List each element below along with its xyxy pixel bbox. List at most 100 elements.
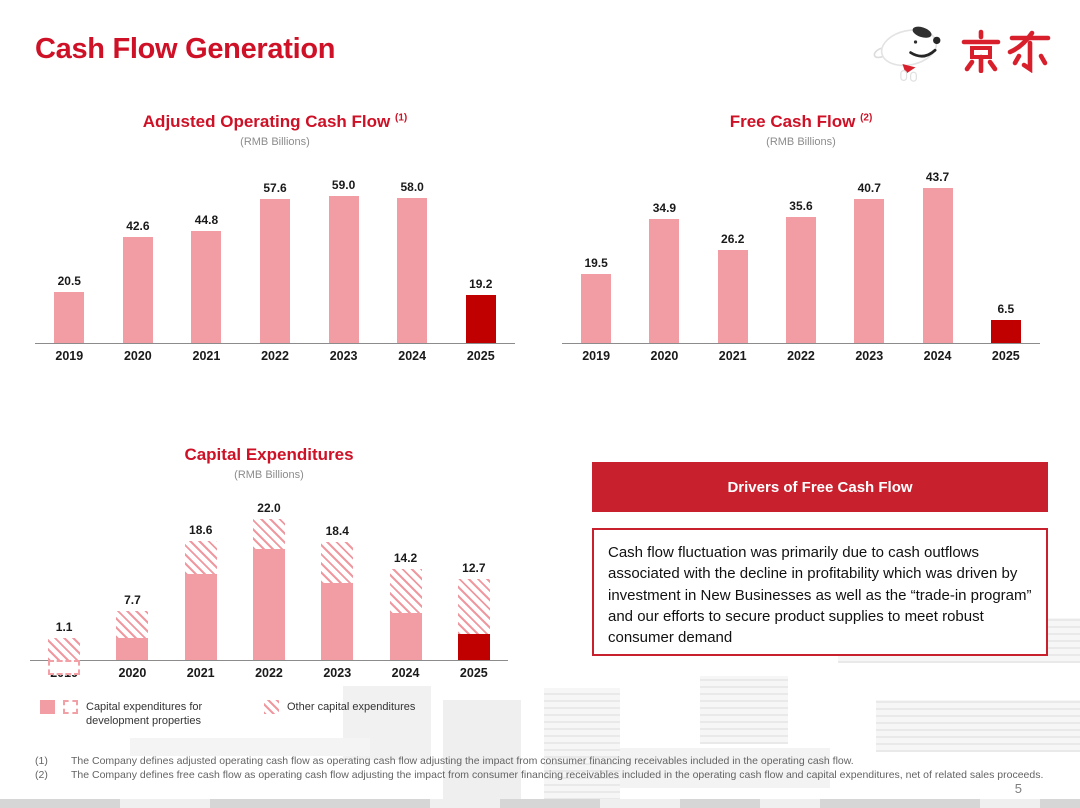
x-axis-label: 2025 <box>466 349 495 363</box>
x-axis-label: 2021 <box>192 349 221 363</box>
chart-subtitle: (RMB Billions) <box>240 136 310 148</box>
fcf-x-axis: 2019 2020 2021 2022 2023 2024 2025 <box>562 349 1040 363</box>
bar-column: 12.7 <box>440 493 508 660</box>
jd-logo <box>866 20 1052 82</box>
bar-segment-development-properties <box>252 548 285 660</box>
bar <box>191 231 222 343</box>
chart-title-text: Free Cash Flow <box>729 112 856 131</box>
bar <box>465 295 496 343</box>
x-axis-label: 2019 <box>55 349 84 363</box>
bar-value-label: 18.6 <box>189 523 213 538</box>
background-watermark <box>544 688 620 800</box>
bar-segment-development-properties <box>457 633 490 660</box>
page-number: 5 <box>1014 781 1022 796</box>
legend-item-other-capex: Other capital expenditures <box>264 700 415 729</box>
x-axis-label: 2020 <box>123 349 152 363</box>
bar-column: 35.6 <box>767 156 835 343</box>
bar-column: 19.5 <box>562 156 630 343</box>
bar-column: 59.0 <box>309 156 378 343</box>
x-axis-label: 2020 <box>118 666 147 680</box>
bar-column: 14.2 <box>371 493 439 660</box>
bar-segment-other-capex <box>389 569 422 614</box>
x-axis-label: 2022 <box>255 666 283 680</box>
bar-segment-other-capex <box>184 541 217 574</box>
footnote-text: The Company defines free cash flow as op… <box>71 768 1044 781</box>
bar <box>397 198 428 343</box>
background-watermark <box>130 738 370 756</box>
x-axis-label: 2024 <box>398 349 427 363</box>
bar-value-label: 43.7 <box>925 169 950 184</box>
chart-title: Adjusted Operating Cash Flow (1) <box>35 112 515 132</box>
footnotes: (1) The Company defines adjusted operati… <box>35 755 1045 783</box>
bar-column: 19.2 <box>446 156 515 343</box>
bar-value-label: 22.0 <box>257 501 281 516</box>
bar-column: 58.0 <box>378 156 447 343</box>
bar-value-label: 6.5 <box>997 301 1015 316</box>
chart-subtitle: (RMB Billions) <box>234 469 304 481</box>
bar-segment-other-capex <box>457 578 490 634</box>
bar <box>260 199 291 343</box>
x-axis-label: 2020 <box>650 349 679 363</box>
bar-value-label: 20.5 <box>57 273 81 288</box>
bar-segment-other-capex <box>116 610 149 638</box>
x-axis-label: 2024 <box>391 666 420 680</box>
chart-title-text: Adjusted Operating Cash Flow <box>142 112 391 131</box>
background-watermark <box>700 676 788 744</box>
x-axis-label: 2019 <box>582 349 611 363</box>
bar <box>785 216 816 343</box>
bar-value-label: 44.8 <box>194 213 219 227</box>
x-axis-label: 2023 <box>323 666 352 680</box>
bar-column: 1.1 <box>30 493 98 676</box>
page-title: Cash Flow Generation <box>35 33 336 65</box>
bar <box>990 319 1021 343</box>
bar-value-label: 58.0 <box>400 180 424 194</box>
bar-column: 18.4 <box>303 493 371 660</box>
x-axis-label: 2025 <box>459 666 488 680</box>
chart-free-cash-flow: Free Cash Flow (2) (RMB Billions) 19.5 34… <box>562 112 1040 363</box>
capex-plot-area: 1.1 7.7 18.6 22.0 18.4 14.2 12.7 <box>30 493 508 676</box>
bar <box>328 195 359 343</box>
x-axis-label: 2023 <box>855 349 884 363</box>
chart-subtitle: (RMB Billions) <box>766 136 836 148</box>
legend-item-development-properties: Capital expenditures for development pro… <box>40 700 226 729</box>
bar-column: 6.5 <box>972 156 1040 343</box>
bar <box>581 273 612 343</box>
bar-column: 42.6 <box>104 156 173 343</box>
bar-column: 57.6 <box>241 156 310 343</box>
bar-segment-other-capex <box>252 519 285 549</box>
bar <box>922 187 953 343</box>
bar-value-label: 7.7 <box>124 592 141 607</box>
bar-value-label: 34.9 <box>652 201 677 216</box>
chart-capital-expenditures: Capital Expenditures (RMB Billions) 1.1 7… <box>30 445 508 680</box>
aocf-x-axis: 2019 2020 2021 2022 2023 2024 2025 <box>35 349 515 363</box>
drivers-box-body: Cash flow fluctuation was primarily due … <box>592 528 1048 656</box>
bar-column: 40.7 <box>835 156 903 343</box>
jd-logotype-icon <box>961 29 1051 73</box>
bar <box>54 291 85 343</box>
fcf-plot-area: 19.5 34.9 26.2 35.6 40.7 43.7 6.5 <box>562 156 1040 344</box>
bar-segment-other-capex <box>48 637 81 660</box>
x-axis-label: 2021 <box>718 349 747 363</box>
bar-column: 20.5 <box>35 156 104 343</box>
bar-value-label: 35.6 <box>789 198 813 213</box>
bar-column: 44.8 <box>172 156 241 343</box>
bar-value-label: 42.6 <box>126 218 150 233</box>
legend-label: Other capital expenditures <box>287 701 416 713</box>
negative-segment-dashed-box <box>48 660 81 676</box>
bar-column: 34.9 <box>630 156 698 343</box>
bar-value-label: 57.6 <box>263 181 287 195</box>
x-axis-label: 2023 <box>329 349 358 363</box>
bar-segment-development-properties <box>321 582 354 660</box>
legend-swatch-dashed-icon <box>63 700 78 714</box>
bar-value-label: 1.1 <box>55 619 73 634</box>
x-axis-label: 2022 <box>261 349 289 363</box>
bar-value-label: 19.2 <box>469 277 493 291</box>
footnote-text: The Company defines adjusted operating c… <box>71 755 854 767</box>
footnote-2: (2) The Company defines free cash flow a… <box>35 769 1045 783</box>
background-watermark <box>0 799 1080 808</box>
legend-label: Capital expenditures for development pro… <box>86 701 203 728</box>
bar <box>717 250 748 343</box>
bar-segment-other-capex <box>321 542 354 583</box>
bar-column: 7.7 <box>98 493 166 660</box>
